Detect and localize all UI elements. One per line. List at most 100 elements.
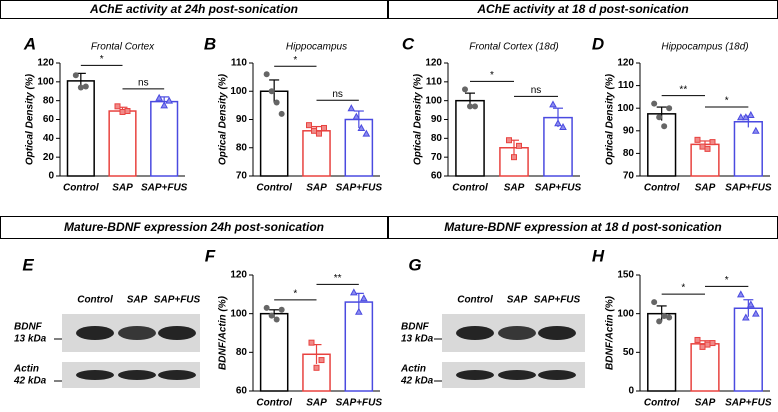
data-point	[516, 142, 522, 149]
x-tick-label: SAP+FUS	[336, 398, 383, 409]
panel-letter: G	[408, 255, 421, 274]
data-point	[273, 316, 280, 323]
blot-band	[158, 326, 196, 340]
y-tick-label: 50	[623, 347, 635, 358]
bar	[647, 312, 677, 392]
y-tick-label: 70	[431, 152, 443, 163]
data-point	[82, 83, 89, 90]
data-point	[462, 86, 468, 93]
x-tick-label: SAP+FUS	[336, 183, 383, 194]
significance-label: *	[681, 283, 685, 294]
y-tick-label: 0	[48, 171, 54, 182]
band-name: BDNF	[401, 322, 430, 333]
significance-label: *	[725, 275, 729, 286]
data-point	[506, 137, 512, 144]
data-point	[554, 119, 562, 127]
data-point	[694, 336, 701, 343]
y-tick-label: 60	[236, 386, 248, 397]
y-axis-label: Optical Density (%)	[25, 73, 36, 165]
blot-band	[158, 370, 196, 380]
bar	[150, 100, 179, 177]
significance-label: **	[334, 273, 342, 284]
data-point	[746, 110, 755, 118]
y-tick-label: 20	[43, 152, 55, 163]
data-point	[741, 113, 750, 121]
y-tick-label: 110	[426, 76, 443, 87]
data-point	[273, 99, 280, 106]
y-tick-label: 70	[623, 171, 635, 182]
y-tick-label: 80	[431, 133, 443, 144]
data-point	[313, 364, 320, 371]
y-tick-label: 80	[236, 347, 248, 358]
data-point	[347, 104, 356, 112]
section-title: AChE activity at 18 d post-sonication	[476, 2, 688, 16]
data-point	[704, 341, 711, 348]
y-tick-label: 80	[623, 148, 635, 159]
bar	[690, 343, 720, 392]
significance-label: ns	[531, 85, 542, 96]
data-point	[699, 343, 706, 350]
y-tick-label: 100	[230, 308, 247, 319]
panel-letter: H	[592, 246, 605, 265]
data-point	[656, 318, 663, 325]
data-point	[263, 304, 270, 311]
section-box	[0, 0, 388, 19]
bar	[344, 301, 374, 392]
y-tick-label: 120	[230, 270, 247, 281]
data-point	[278, 110, 285, 117]
x-tick-label: Control	[644, 183, 680, 194]
panel-letter: A	[23, 34, 36, 53]
data-point	[359, 294, 368, 302]
data-point	[306, 122, 312, 129]
data-point	[77, 84, 84, 91]
x-tick-label: SAP	[695, 183, 716, 194]
data-point	[699, 143, 706, 150]
blot-band	[76, 370, 114, 380]
y-axis-label: BDNF/Actin (%)	[605, 295, 616, 370]
y-tick-label: 110	[618, 80, 635, 91]
y-axis-label: Optical Density (%)	[605, 73, 616, 165]
band-name: Actin	[400, 364, 426, 375]
band-size: 42 kDa	[400, 376, 434, 387]
x-tick-label: Control	[644, 398, 680, 409]
chart-title: Hippocampus	[286, 42, 347, 53]
lane-label: SAP	[127, 295, 148, 306]
x-tick-label: SAP	[306, 183, 327, 194]
data-point	[119, 108, 126, 115]
section-title: AChE activity at 24h post-sonication	[89, 2, 298, 16]
significance-label: *	[725, 96, 729, 107]
data-point	[741, 313, 750, 321]
chart-title: Frontal Cortex	[91, 42, 155, 53]
x-tick-label: SAP	[306, 398, 327, 409]
blot-band	[498, 326, 536, 340]
significance-label: ns	[332, 89, 343, 100]
band-size: 13 kDa	[14, 334, 47, 345]
data-point	[694, 136, 701, 143]
data-point	[736, 290, 745, 298]
y-axis-label: BDNF/Actin (%)	[218, 295, 229, 370]
data-point	[666, 314, 673, 321]
blot-band	[498, 370, 536, 380]
panel-letter: B	[204, 34, 216, 53]
lane-label: Control	[457, 295, 493, 306]
blot-band	[538, 370, 576, 380]
panel-letter: C	[402, 34, 415, 53]
data-point	[751, 126, 760, 134]
x-tick-label: Control	[256, 183, 292, 194]
significance-label: *	[490, 70, 494, 81]
x-tick-label: SAP+FUS	[725, 183, 772, 194]
y-tick-label: 80	[236, 142, 248, 153]
blot-band	[538, 326, 576, 340]
data-point	[549, 100, 557, 108]
data-point	[467, 103, 473, 110]
bar	[647, 113, 677, 177]
y-tick-label: 150	[617, 270, 634, 281]
blot-band	[456, 370, 494, 380]
bar	[455, 99, 485, 177]
data-point	[268, 312, 275, 319]
y-tick-label: 60	[431, 171, 443, 182]
section-title: Mature-BDNF expression at 18 d post-soni…	[444, 220, 721, 234]
bar	[733, 307, 763, 392]
panel-letter: E	[22, 255, 34, 274]
x-tick-label: Control	[256, 398, 292, 409]
